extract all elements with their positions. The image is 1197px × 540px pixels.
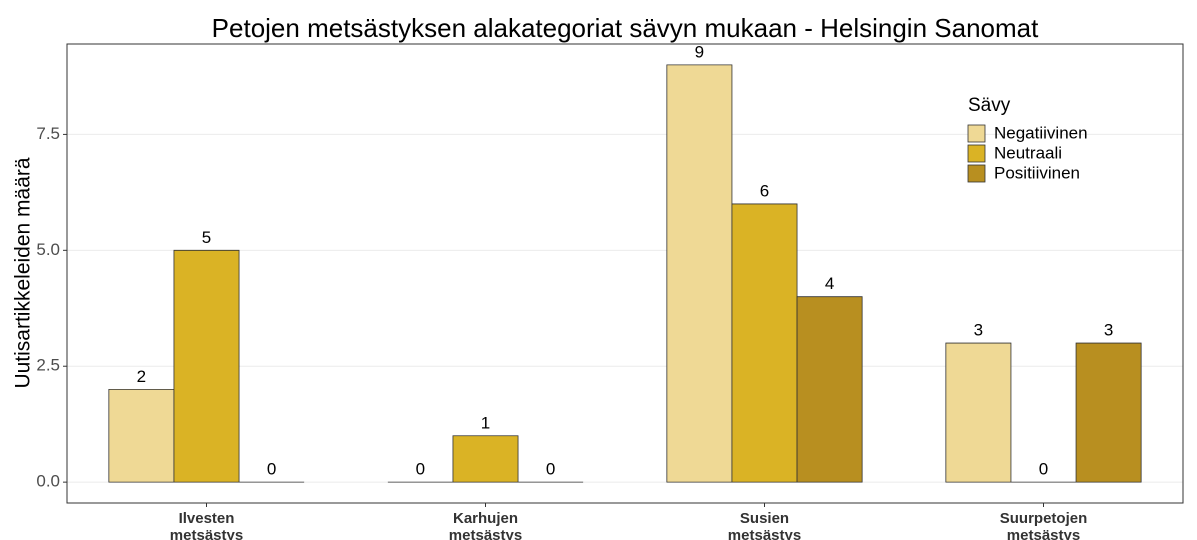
bar bbox=[945, 342, 1012, 483]
y-axis-label: Uutisartikkeleiden määrä bbox=[12, 157, 35, 388]
x-tick-label: Susien metsästys bbox=[727, 510, 802, 540]
legend-label: Neutraali bbox=[994, 143, 1062, 162]
bar bbox=[666, 64, 733, 483]
bar bbox=[173, 249, 240, 483]
legend-key bbox=[967, 164, 986, 183]
chart-title: Petojen metsästyksen alakategoriat sävyn… bbox=[212, 13, 1039, 43]
value-label: 3 bbox=[1104, 321, 1113, 340]
bar bbox=[1075, 342, 1142, 483]
legend-label: Positiivinen bbox=[994, 163, 1080, 182]
value-label: 5 bbox=[202, 228, 211, 247]
value-label: 3 bbox=[974, 321, 983, 340]
y-tick-label: 2.5 bbox=[36, 356, 60, 375]
bar bbox=[108, 389, 175, 483]
x-tick-label: Suurpetojen metsästys bbox=[999, 510, 1088, 540]
value-label: 0 bbox=[416, 460, 425, 479]
legend-key bbox=[967, 144, 986, 163]
x-tick-label: Ilvesten metsästys bbox=[169, 510, 244, 540]
x-tick-label: Karhujen metsästys bbox=[448, 510, 523, 540]
plot-border bbox=[66, 43, 1184, 504]
legend-key bbox=[967, 124, 986, 143]
bar bbox=[452, 435, 519, 483]
value-label: 9 bbox=[695, 42, 704, 61]
value-label: 4 bbox=[825, 274, 834, 293]
value-label: 2 bbox=[137, 367, 146, 386]
bar bbox=[796, 296, 863, 483]
y-tick-label: 7.5 bbox=[36, 124, 60, 143]
bar bbox=[731, 203, 798, 483]
value-label: 6 bbox=[760, 181, 769, 200]
value-label: 0 bbox=[1039, 460, 1048, 479]
legend-label: Negatiivinen bbox=[994, 123, 1088, 142]
y-tick-label: 5.0 bbox=[36, 240, 60, 259]
value-label: 1 bbox=[481, 413, 490, 432]
value-label: 0 bbox=[267, 460, 276, 479]
value-label: 0 bbox=[546, 460, 555, 479]
y-tick-label: 0.0 bbox=[36, 472, 60, 491]
legend-title: Sävy bbox=[968, 95, 1011, 116]
